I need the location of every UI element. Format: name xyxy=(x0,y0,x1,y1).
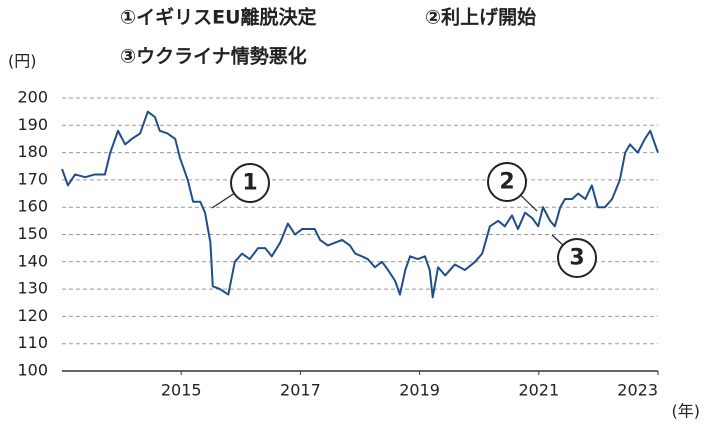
annotation-circle xyxy=(230,163,270,203)
line-series xyxy=(61,110,659,299)
annotation-circle xyxy=(557,238,597,278)
annotation-text: ①イギリスEU離脱決定 xyxy=(120,6,317,29)
x-axis-label: (年) xyxy=(672,402,701,421)
annotation-text: ③ウクライナ情勢悪化 xyxy=(120,45,307,68)
x-tick-label: 2023 xyxy=(617,381,658,400)
y-tick-label: 150 xyxy=(17,224,48,243)
y-tick-label: 130 xyxy=(17,279,48,298)
x-tick-label: 2021 xyxy=(518,381,559,400)
y-axis-label: (円) xyxy=(8,52,37,71)
y-tick-label: 170 xyxy=(17,169,48,188)
annotation-marker: 3 xyxy=(569,246,584,271)
annotation-marker: 2 xyxy=(499,170,514,195)
y-tick-label: 160 xyxy=(17,197,48,216)
x-tick-label: 2017 xyxy=(280,381,321,400)
annotation-marker: 1 xyxy=(242,171,257,196)
y-tick-label: 100 xyxy=(17,361,48,380)
annotation-circle xyxy=(487,162,527,202)
y-tick-label: 190 xyxy=(17,115,48,134)
y-tick-label: 110 xyxy=(17,333,48,352)
x-tick-label: 2019 xyxy=(399,381,440,400)
x-tick-label: 2015 xyxy=(161,381,202,400)
y-tick-label: 200 xyxy=(17,88,48,107)
y-tick-label: 120 xyxy=(17,306,48,325)
y-tick-label: 140 xyxy=(17,251,48,270)
y-tick-label: 180 xyxy=(17,142,48,161)
annotation-text: ②利上げ開始 xyxy=(425,6,536,29)
